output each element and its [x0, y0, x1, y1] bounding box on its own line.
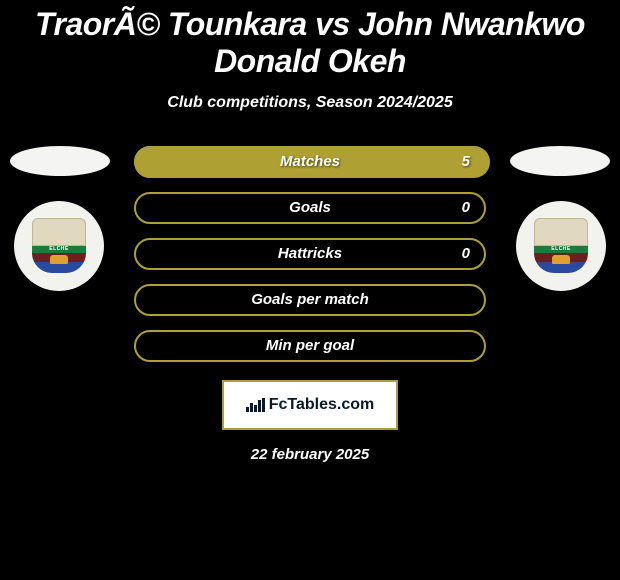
page-subtitle: Club competitions, Season 2024/2025 [0, 94, 620, 112]
crest-bottom [32, 253, 86, 273]
stat-bar-label: Hattricks [136, 240, 484, 268]
comparison-panel: ELCHE ELCHE Matches 5 Goals 0 Hattricks … [0, 146, 620, 463]
chart-icon [246, 398, 265, 412]
club-crest-left: ELCHE [32, 218, 86, 273]
stat-bar-min-per-goal: Min per goal [134, 330, 486, 362]
crest-bottom [534, 253, 588, 273]
player-right-oval [510, 146, 610, 176]
player-left-badge: ELCHE [14, 201, 104, 291]
stat-bar-value: 5 [462, 148, 470, 176]
stat-bar-hattricks: Hattricks 0 [134, 238, 486, 270]
stat-bar-label: Min per goal [136, 332, 484, 360]
stat-bar-label: Goals [136, 194, 484, 222]
stat-bar-goals: Goals 0 [134, 192, 486, 224]
page-title: TraorÃ© Tounkara vs John Nwankwo Donald … [0, 0, 620, 80]
footer-brand-text: FcTables.com [269, 396, 375, 414]
crest-top [32, 218, 86, 246]
stat-bar-matches: Matches 5 [134, 146, 486, 178]
club-crest-right: ELCHE [534, 218, 588, 273]
crest-club-name: ELCHE [534, 246, 588, 253]
stat-bar-label: Goals per match [136, 286, 484, 314]
stat-bar-label: Matches [136, 148, 484, 176]
footer-brand-box: FcTables.com [222, 380, 398, 430]
stat-bars: Matches 5 Goals 0 Hattricks 0 Goals per … [134, 146, 486, 362]
player-right-badge: ELCHE [516, 201, 606, 291]
stat-bar-value: 0 [462, 194, 470, 222]
stat-bar-goals-per-match: Goals per match [134, 284, 486, 316]
footer-date: 22 february 2025 [0, 446, 620, 463]
stat-bar-value: 0 [462, 240, 470, 268]
crest-club-name: ELCHE [32, 246, 86, 253]
player-left-oval [10, 146, 110, 176]
crest-top [534, 218, 588, 246]
